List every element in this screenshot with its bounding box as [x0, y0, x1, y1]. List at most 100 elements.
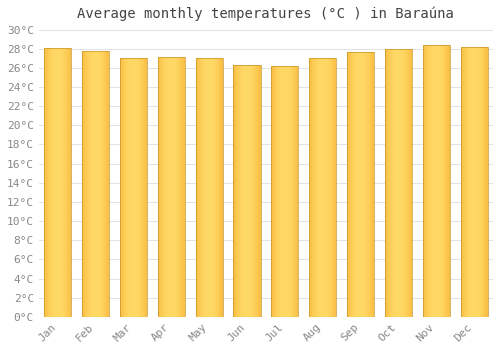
Bar	[394, 49, 395, 317]
Bar	[238, 65, 239, 317]
Bar	[389, 49, 390, 317]
Bar	[405, 49, 406, 317]
Bar	[249, 65, 250, 317]
Bar	[88, 51, 89, 317]
Bar	[439, 45, 440, 317]
Bar	[248, 65, 249, 317]
Bar	[139, 58, 140, 317]
Bar	[347, 51, 374, 317]
Bar	[165, 57, 166, 317]
Bar	[121, 58, 122, 317]
Bar	[184, 57, 185, 317]
Bar	[402, 49, 403, 317]
Bar	[474, 47, 475, 317]
Bar	[476, 47, 477, 317]
Bar	[45, 48, 46, 317]
Bar	[50, 48, 51, 317]
Bar	[212, 58, 213, 317]
Bar	[52, 48, 53, 317]
Bar	[82, 51, 84, 317]
Bar	[207, 58, 208, 317]
Bar	[479, 47, 480, 317]
Bar	[318, 58, 320, 317]
Bar	[272, 66, 274, 317]
Bar	[257, 65, 258, 317]
Bar	[483, 47, 484, 317]
Bar	[393, 49, 394, 317]
Bar	[143, 58, 144, 317]
Bar	[164, 57, 165, 317]
Bar	[354, 51, 355, 317]
Bar	[158, 57, 159, 317]
Bar	[246, 65, 247, 317]
Bar	[89, 51, 90, 317]
Bar	[258, 65, 260, 317]
Bar	[466, 47, 468, 317]
Bar	[47, 48, 48, 317]
Bar	[162, 57, 163, 317]
Bar	[335, 58, 336, 317]
Bar	[209, 58, 210, 317]
Bar	[133, 58, 134, 317]
Bar	[124, 58, 126, 317]
Bar	[428, 45, 429, 317]
Bar	[482, 47, 483, 317]
Bar	[444, 45, 445, 317]
Bar	[144, 58, 145, 317]
Bar	[163, 57, 164, 317]
Bar	[431, 45, 432, 317]
Bar	[56, 48, 57, 317]
Bar	[385, 49, 412, 317]
Bar	[438, 45, 439, 317]
Bar	[141, 58, 142, 317]
Bar	[255, 65, 256, 317]
Bar	[253, 65, 254, 317]
Bar	[94, 51, 95, 317]
Bar	[166, 57, 167, 317]
Bar	[280, 66, 281, 317]
Bar	[138, 58, 139, 317]
Bar	[180, 57, 181, 317]
Bar	[91, 51, 92, 317]
Bar	[97, 51, 98, 317]
Bar	[59, 48, 60, 317]
Bar	[100, 51, 101, 317]
Bar	[222, 58, 223, 317]
Bar	[206, 58, 207, 317]
Bar	[329, 58, 330, 317]
Bar	[288, 66, 289, 317]
Bar	[355, 51, 356, 317]
Bar	[284, 66, 285, 317]
Bar	[325, 58, 326, 317]
Bar	[178, 57, 179, 317]
Bar	[93, 51, 94, 317]
Bar	[330, 58, 331, 317]
Bar	[142, 58, 143, 317]
Bar	[434, 45, 435, 317]
Bar	[316, 58, 318, 317]
Bar	[313, 58, 314, 317]
Bar	[475, 47, 476, 317]
Bar	[359, 51, 360, 317]
Bar	[442, 45, 443, 317]
Bar	[387, 49, 388, 317]
Bar	[63, 48, 64, 317]
Bar	[210, 58, 211, 317]
Bar	[366, 51, 368, 317]
Bar	[211, 58, 212, 317]
Bar	[292, 66, 293, 317]
Bar	[328, 58, 329, 317]
Bar	[309, 58, 310, 317]
Bar	[353, 51, 354, 317]
Bar	[386, 49, 387, 317]
Bar	[398, 49, 399, 317]
Bar	[348, 51, 349, 317]
Bar	[140, 58, 141, 317]
Bar	[250, 65, 251, 317]
Bar	[472, 47, 473, 317]
Bar	[481, 47, 482, 317]
Bar	[62, 48, 63, 317]
Bar	[399, 49, 400, 317]
Bar	[297, 66, 298, 317]
Bar	[158, 57, 185, 317]
